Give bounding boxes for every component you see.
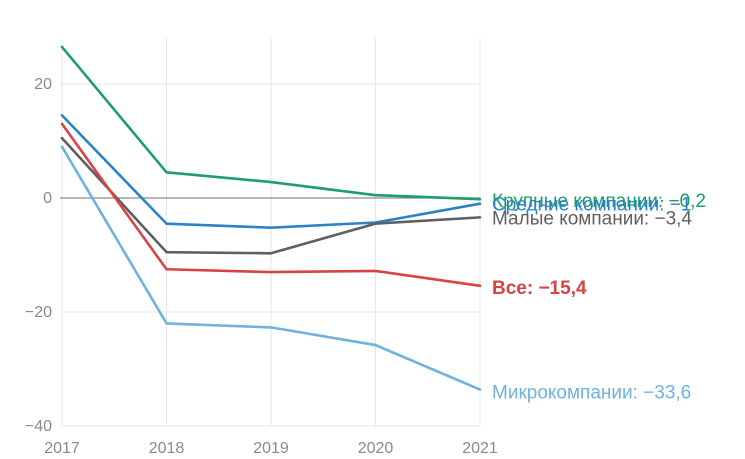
x-tick-label: 2017 [44, 440, 80, 457]
y-tick-label: −20 [25, 304, 52, 321]
series-end-label: Средние компании: −1 [492, 195, 691, 216]
series-line [60, 145, 482, 391]
x-tick-label: 2018 [149, 440, 185, 457]
series-line [60, 114, 482, 229]
series-end-label: Микрокомпании: −33,6 [492, 383, 691, 404]
y-tick-label: 20 [34, 76, 52, 93]
series-line [60, 45, 482, 201]
series-line [60, 122, 482, 288]
series-end-label: Все: −15,4 [492, 278, 587, 299]
y-tick-label: 0 [43, 190, 52, 207]
series-line [60, 136, 482, 255]
y-tick-label: −40 [25, 418, 52, 435]
series-lines [60, 45, 482, 391]
x-tick-label: 2020 [358, 440, 394, 457]
series-end-label: Крупные компании: −0,2 [492, 191, 706, 212]
x-tick-label: 2019 [253, 440, 289, 457]
axis-ticks: 20 0 −20 −40 2017 2018 2019 2020 2021 [25, 76, 498, 457]
series-end-label: Малые компании: −3,4 [492, 208, 692, 229]
grid-lines [60, 38, 481, 427]
x-tick-label: 2021 [462, 440, 498, 457]
